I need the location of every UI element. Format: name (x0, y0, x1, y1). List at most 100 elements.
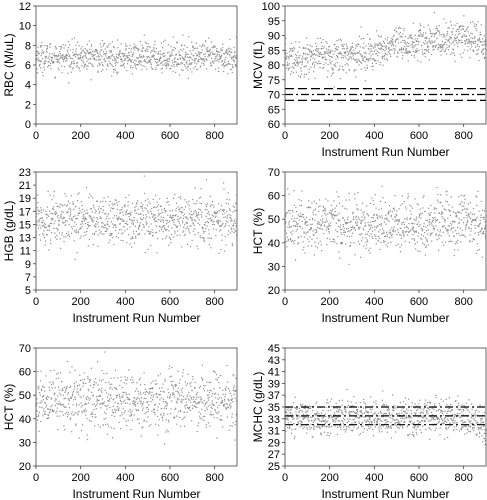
data-point (102, 402, 104, 404)
data-point (320, 225, 322, 227)
data-point (148, 408, 150, 410)
data-point (388, 46, 390, 49)
data-point (355, 217, 357, 219)
data-point (75, 223, 77, 225)
data-point (99, 43, 101, 45)
data-point (171, 49, 173, 51)
data-point (390, 232, 392, 234)
data-point (366, 239, 368, 241)
data-point (138, 64, 140, 66)
data-point (146, 421, 148, 423)
data-point (472, 213, 474, 215)
data-point (374, 44, 376, 46)
data-point (445, 227, 447, 229)
data-point (365, 237, 367, 239)
data-point (124, 57, 126, 60)
data-point (342, 48, 344, 50)
data-point (343, 69, 345, 71)
data-point (304, 405, 307, 407)
data-point (170, 413, 172, 415)
data-point (175, 209, 177, 212)
data-point (72, 58, 74, 60)
data-point (438, 30, 440, 32)
data-point (445, 230, 448, 232)
data-point (405, 47, 408, 50)
data-point (181, 387, 184, 389)
data-point (302, 249, 304, 251)
data-point (288, 63, 290, 65)
data-point (311, 245, 313, 247)
data-point (411, 38, 413, 40)
data-point (325, 406, 327, 409)
data-point (129, 213, 132, 215)
data-point (354, 52, 356, 54)
y-tick-label: 60 (19, 367, 31, 379)
data-point (114, 224, 117, 227)
data-point (456, 37, 458, 39)
data-point (439, 45, 441, 48)
data-point (152, 380, 154, 382)
data-point (312, 53, 314, 55)
data-point (335, 414, 337, 416)
data-point (215, 378, 217, 380)
data-point (423, 49, 425, 51)
data-point (403, 27, 405, 30)
data-point (367, 47, 369, 49)
data-point (432, 44, 434, 46)
data-point (443, 244, 445, 246)
data-point (121, 411, 123, 414)
data-point (208, 211, 210, 213)
data-point (460, 219, 462, 221)
data-point (321, 420, 323, 422)
data-point (111, 203, 113, 205)
data-point (210, 247, 212, 249)
data-point (114, 62, 116, 64)
data-point (450, 37, 452, 39)
data-point (151, 394, 153, 396)
data-point (285, 417, 287, 419)
data-point (340, 424, 342, 426)
data-point (142, 204, 144, 206)
data-point (152, 56, 154, 58)
data-point (76, 61, 78, 63)
data-point (177, 220, 180, 222)
data-point (135, 60, 137, 62)
data-point (309, 229, 311, 231)
data-point (362, 38, 364, 40)
data-point (110, 50, 112, 52)
data-point (363, 398, 365, 401)
data-point (199, 237, 201, 239)
data-point (208, 381, 210, 383)
data-point (139, 213, 141, 215)
data-point (407, 53, 409, 55)
data-point (433, 227, 435, 230)
data-point (304, 417, 306, 419)
data-point (231, 71, 233, 73)
data-point (111, 64, 113, 66)
data-point (426, 238, 428, 240)
data-point (117, 57, 119, 59)
data-point (228, 225, 230, 227)
data-point (358, 434, 360, 436)
data-point (48, 55, 50, 57)
data-point (144, 50, 146, 52)
data-point (484, 56, 486, 59)
data-point (457, 249, 459, 251)
data-point (404, 227, 406, 229)
data-point (132, 66, 134, 68)
data-point (324, 413, 326, 415)
data-point (391, 49, 393, 51)
data-point (430, 42, 432, 45)
data-point (317, 51, 320, 53)
data-point (154, 43, 156, 46)
data-point (42, 221, 44, 223)
data-point (466, 222, 468, 224)
data-point (363, 219, 365, 221)
data-point (452, 48, 454, 50)
data-point (211, 407, 213, 410)
data-point (326, 76, 328, 78)
data-point (318, 210, 320, 212)
data-point (117, 62, 119, 64)
data-point (82, 218, 84, 220)
data-point (58, 232, 61, 234)
